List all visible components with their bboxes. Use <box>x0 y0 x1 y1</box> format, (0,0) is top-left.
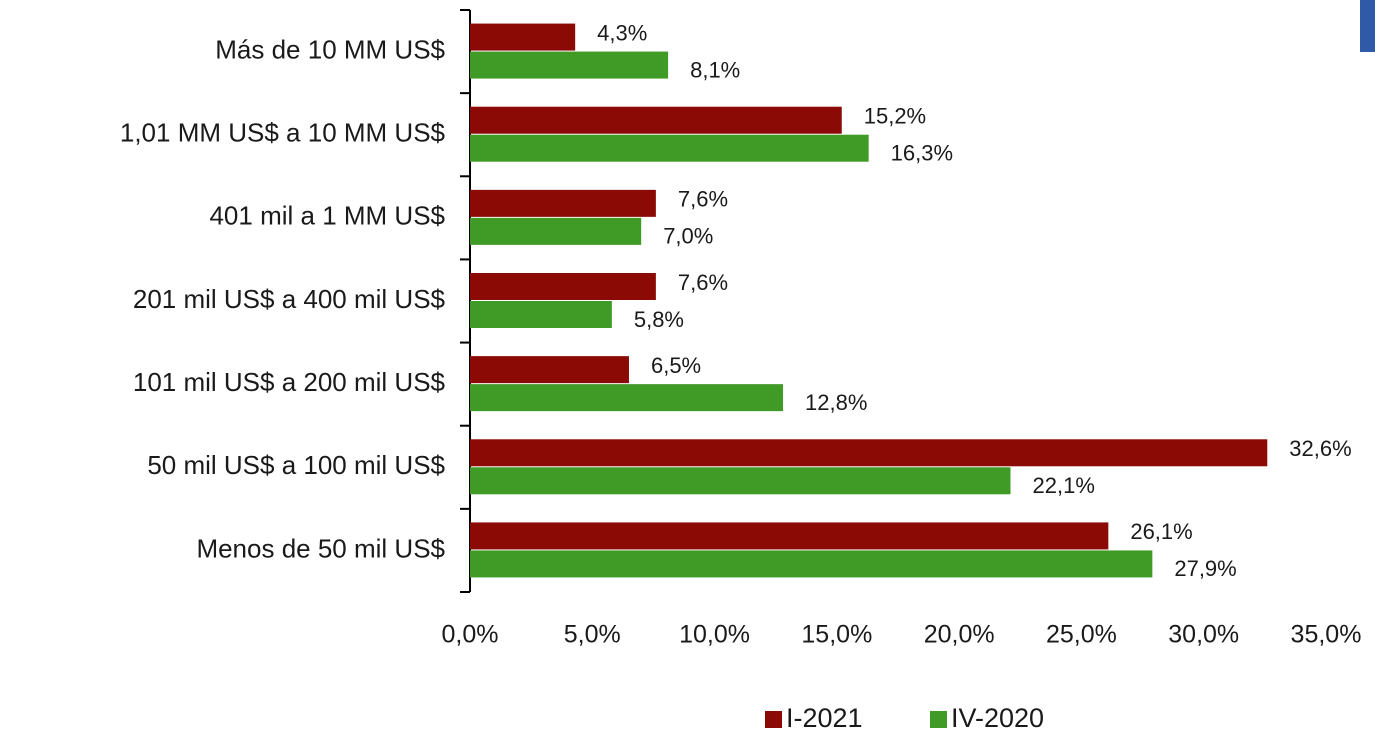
x-tick-label: 5,0% <box>564 621 621 649</box>
x-tick-label: 0,0% <box>442 621 499 649</box>
value-label: 12,8% <box>805 390 867 415</box>
bar <box>470 550 1153 578</box>
x-tick-label: 20,0% <box>924 621 995 649</box>
value-label: 16,3% <box>891 141 953 166</box>
category-label: 50 mil US$ a 100 mil US$ <box>147 450 445 480</box>
value-label: 32,6% <box>1289 436 1351 461</box>
category-label: Menos de 50 mil US$ <box>196 533 445 563</box>
x-tick-label: 25,0% <box>1046 621 1117 649</box>
value-label: 15,2% <box>864 104 926 129</box>
legend-swatch <box>765 711 782 728</box>
value-label: 7,6% <box>678 270 728 295</box>
x-tick-label: 10,0% <box>679 621 750 649</box>
bar <box>470 522 1109 550</box>
bar <box>470 439 1268 467</box>
value-label: 6,5% <box>651 353 701 378</box>
bar <box>470 189 656 217</box>
category-label: 401 mil a 1 MM US$ <box>209 201 445 231</box>
value-label: 7,6% <box>678 187 728 212</box>
value-label: 8,1% <box>690 57 740 82</box>
value-label: 7,0% <box>663 224 713 249</box>
x-tick-label: 15,0% <box>801 621 872 649</box>
category-label: 101 mil US$ a 200 mil US$ <box>133 367 446 397</box>
bar <box>470 356 629 384</box>
bar <box>470 106 842 134</box>
bar <box>470 384 784 412</box>
legend-swatch <box>930 711 947 728</box>
x-tick-label: 35,0% <box>1291 621 1362 649</box>
category-label: Más de 10 MM US$ <box>215 34 445 64</box>
category-label: 1,01 MM US$ a 10 MM US$ <box>120 118 446 148</box>
corner-decoration <box>1360 0 1375 52</box>
category-label: 201 mil US$ a 400 mil US$ <box>133 284 446 314</box>
bar <box>470 301 612 328</box>
bar <box>470 23 576 51</box>
value-label: 26,1% <box>1130 519 1192 544</box>
bar <box>470 467 1011 495</box>
legend-label: I-2021 <box>786 703 863 733</box>
value-label: 4,3% <box>597 20 647 45</box>
value-label: 5,8% <box>634 307 684 332</box>
bar <box>470 217 642 245</box>
bar <box>470 273 656 300</box>
x-tick-label: 30,0% <box>1168 621 1239 649</box>
value-label: 27,9% <box>1174 556 1236 581</box>
bar <box>470 134 869 162</box>
legend-label: IV-2020 <box>951 703 1044 733</box>
value-label: 22,1% <box>1033 473 1095 498</box>
bar <box>470 51 669 79</box>
